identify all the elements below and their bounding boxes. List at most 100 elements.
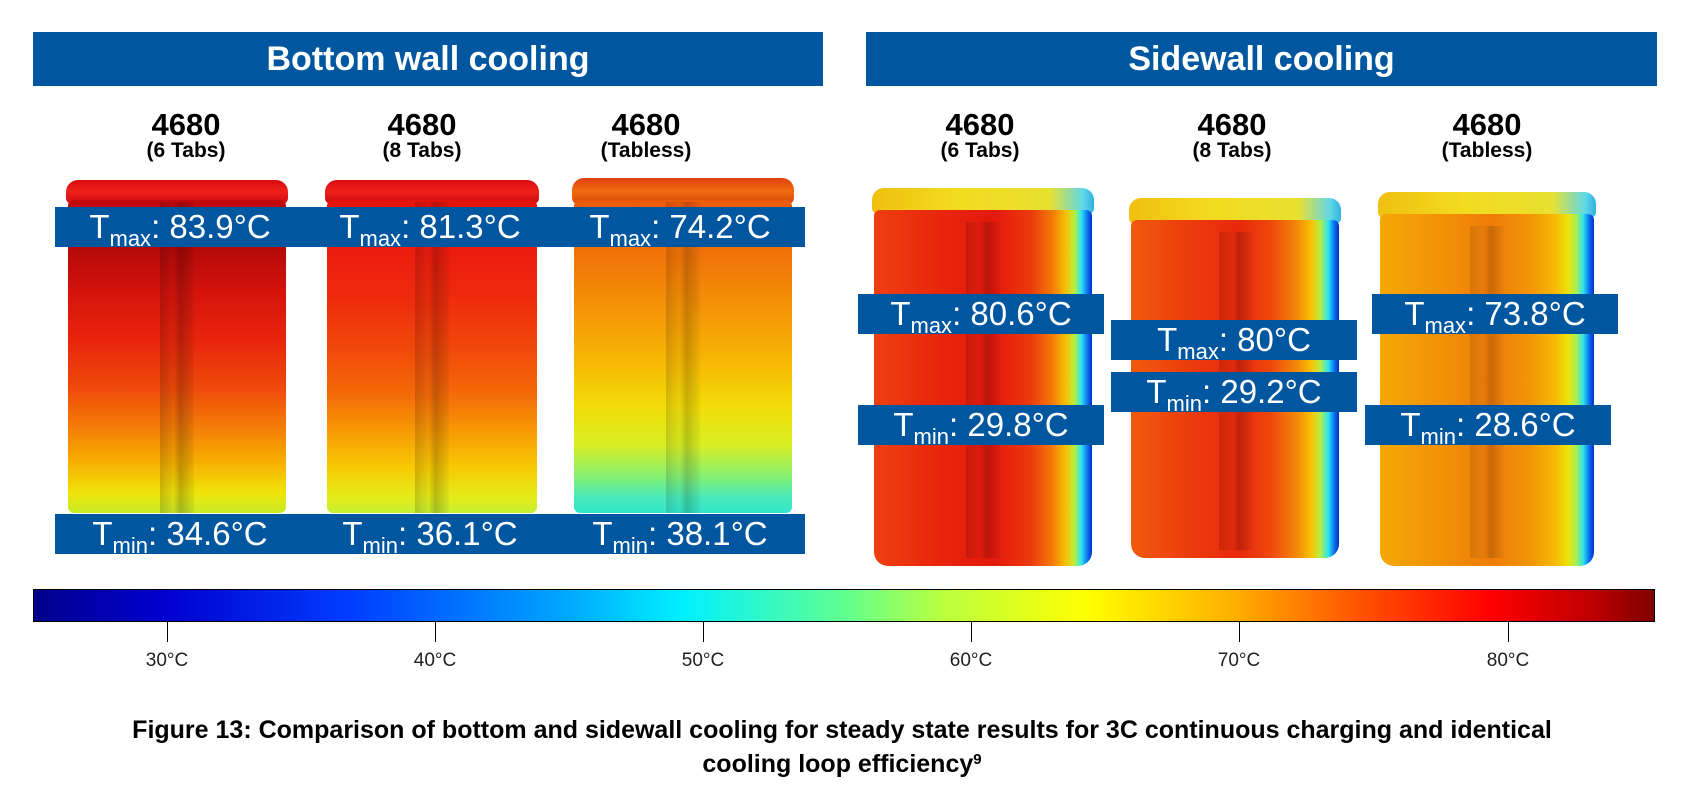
cell-variant: (6 Tabs)	[940, 139, 1020, 162]
cell-lid	[1129, 198, 1341, 224]
tmin-value: 29.8°C	[967, 406, 1069, 443]
colorbar-tick-label: 50°C	[681, 650, 725, 671]
colorbar-tick	[971, 622, 972, 642]
cell-name: 4680	[1197, 107, 1267, 142]
colorbar-tick-label: 70°C	[1217, 650, 1261, 671]
max-subscript: max	[109, 226, 152, 251]
label-separator: :	[648, 515, 667, 552]
cell-title-bw-6tabs: 4680 (6 Tabs)	[66, 107, 306, 162]
t-symbol: T	[342, 515, 363, 552]
cell-body	[574, 200, 792, 513]
tmax-value: 80°C	[1237, 321, 1311, 358]
t-symbol: T	[1400, 406, 1421, 443]
colorbar-tick	[435, 622, 436, 642]
cell-variant: (6 Tabs)	[146, 139, 226, 162]
tmax-label: Tmax: 83.9°C	[55, 207, 305, 250]
tmin-value: 36.1°C	[416, 515, 518, 552]
thermal-cell-bw-tabless	[572, 178, 794, 513]
t-symbol: T	[589, 208, 610, 245]
t-symbol: T	[1157, 321, 1178, 358]
caption-line-2-text: cooling loop efficiency	[702, 750, 974, 778]
label-separator: :	[1466, 295, 1485, 332]
tmax-label: Tmax: 73.8°C	[1372, 294, 1618, 337]
tmin-label: Tmin: 28.6°C	[1365, 405, 1611, 448]
colorbar-tick-label: 40°C	[413, 650, 457, 671]
thermal-cell-bw-6tabs	[66, 180, 288, 513]
tmax-value: 81.3°C	[419, 208, 521, 245]
max-subscript: max	[609, 226, 652, 251]
min-subscript: min	[362, 533, 398, 558]
cell-groove	[1470, 226, 1504, 558]
t-symbol: T	[92, 515, 113, 552]
t-symbol: T	[890, 295, 911, 332]
cell-body	[327, 200, 537, 513]
tmin-label: Tmin: 36.1°C	[305, 514, 555, 557]
max-subscript: max	[1177, 339, 1219, 364]
tmax-value: 80.6°C	[970, 295, 1072, 332]
cell-body	[1380, 214, 1594, 566]
cell-name: 4680	[1452, 107, 1522, 142]
cell-body	[68, 200, 286, 513]
colorbar-tick-label: 30°C	[145, 650, 189, 671]
colorbar-tick	[703, 622, 704, 642]
cell-groove	[415, 202, 449, 513]
sidewall-cooling-header: Sidewall cooling	[866, 32, 1657, 86]
tmax-label: Tmax: 80.6°C	[858, 294, 1104, 337]
tmax-value: 83.9°C	[169, 208, 271, 245]
tmin-label: Tmin: 34.6°C	[55, 514, 305, 557]
max-subscript: max	[910, 313, 953, 338]
t-symbol: T	[893, 406, 914, 443]
caption-line-2: cooling loop efficiency9	[20, 747, 1664, 781]
cell-variant: (Tabless)	[600, 139, 692, 162]
t-symbol: T	[89, 208, 110, 245]
colorbar-tick-label: 60°C	[949, 650, 993, 671]
cell-variant: (8 Tabs)	[1192, 139, 1272, 162]
t-symbol: T	[592, 515, 613, 552]
tmin-value: 34.6°C	[166, 515, 268, 552]
tmax-value: 74.2°C	[669, 208, 771, 245]
t-symbol: T	[339, 208, 360, 245]
tmin-value: 28.6°C	[1474, 406, 1576, 443]
label-separator: :	[1456, 406, 1475, 443]
tmin-label: Tmin: 38.1°C	[555, 514, 805, 557]
thermal-cell-sw-tabless	[1378, 192, 1596, 566]
cell-variant: (8 Tabs)	[382, 139, 462, 162]
min-subscript: min	[112, 533, 148, 558]
cell-lid	[872, 188, 1094, 214]
cell-lid	[572, 178, 794, 204]
tmax-label: Tmax: 74.2°C	[555, 207, 805, 250]
cell-title-sw-tabless: 4680 (Tabless)	[1367, 107, 1607, 162]
cell-title-bw-8tabs: 4680 (8 Tabs)	[302, 107, 542, 162]
tmin-value: 29.2°C	[1220, 373, 1322, 410]
tmax-value: 73.8°C	[1484, 295, 1586, 332]
cell-body	[874, 210, 1092, 566]
min-subscript: min	[612, 533, 648, 558]
tmax-label: Tmax: 81.3°C	[305, 207, 555, 250]
figure-caption: Figure 13: Comparison of bottom and side…	[20, 713, 1664, 781]
bottom-wall-cooling-header: Bottom wall cooling	[33, 32, 823, 86]
cell-name: 4680	[151, 107, 221, 142]
label-separator: :	[398, 515, 417, 552]
label-separator: :	[949, 406, 968, 443]
tmin-label: Tmin: 29.8°C	[858, 405, 1104, 448]
t-symbol: T	[1146, 373, 1167, 410]
cell-name: 4680	[387, 107, 457, 142]
max-subscript: max	[359, 226, 402, 251]
temperature-colorbar	[33, 589, 1655, 622]
colorbar-tick	[1508, 622, 1509, 642]
cell-name: 4680	[611, 107, 681, 142]
min-subscript: min	[1166, 391, 1202, 416]
colorbar-tick-label: 80°C	[1486, 650, 1530, 671]
label-separator: :	[952, 295, 971, 332]
t-symbol: T	[1404, 295, 1425, 332]
cell-groove	[966, 222, 1000, 558]
cell-title-sw-6tabs: 4680 (6 Tabs)	[860, 109, 1100, 162]
thermal-cell-bw-8tabs	[325, 180, 539, 513]
tmin-label: Tmin: 29.2°C	[1111, 372, 1357, 415]
footnote-reference: 9	[973, 751, 982, 768]
caption-line-1: Figure 13: Comparison of bottom and side…	[132, 716, 1552, 744]
thermal-cell-sw-6tabs	[872, 188, 1094, 566]
tmin-value: 38.1°C	[666, 515, 768, 552]
cell-variant: (Tabless)	[1441, 139, 1533, 162]
label-separator: :	[151, 208, 170, 245]
